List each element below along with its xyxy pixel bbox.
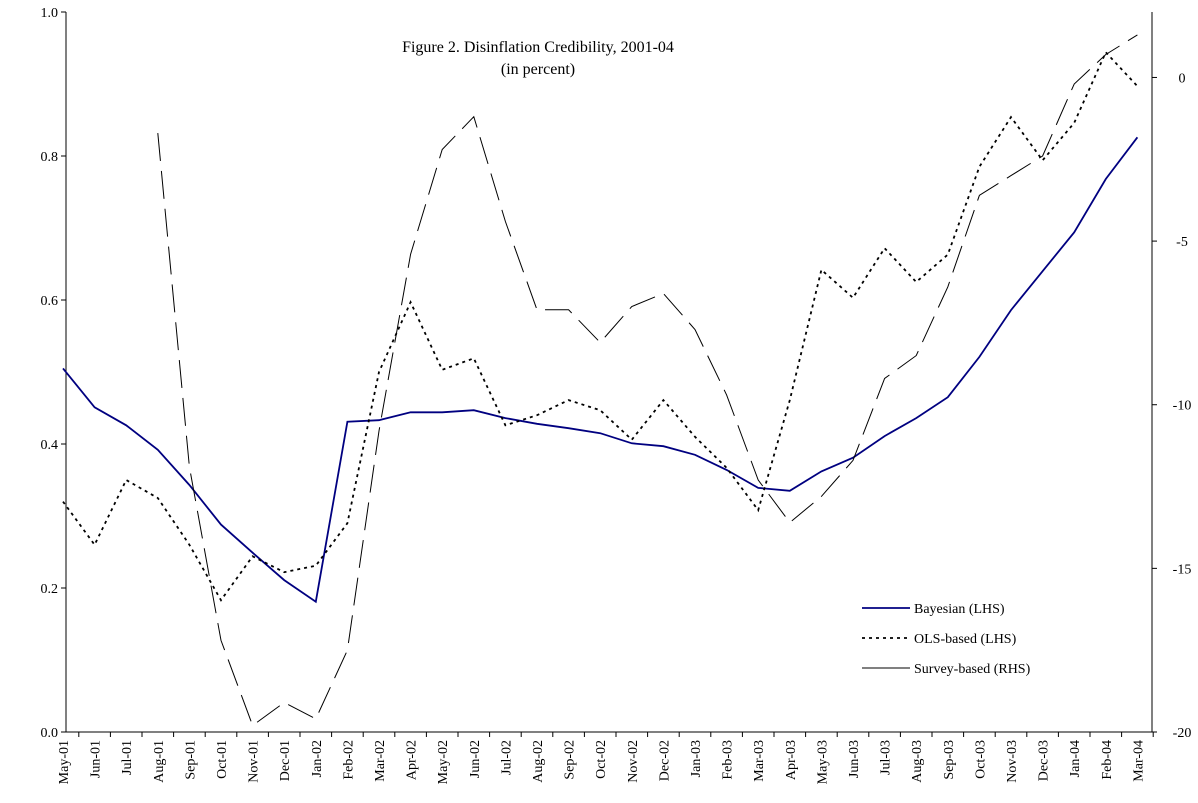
x-tick-label: Jan-03 [689,740,704,777]
y-tick-label: 0.0 [41,726,59,741]
x-tick-label: Apr-02 [405,740,420,780]
y2-tick-label: -20 [1173,726,1192,741]
x-tick-label: Sep-03 [942,740,957,780]
x-tick-label: Sep-01 [183,740,198,780]
x-tick-label: Aug-02 [531,740,546,783]
x-tick-label: Mar-02 [373,740,388,782]
x-tick-label: May-02 [436,740,451,784]
x-tick-label: Aug-03 [910,740,925,783]
y2-tick-label: -15 [1173,562,1192,577]
x-tick-label: May-01 [57,740,72,784]
x-tick-label: Jul-02 [499,740,514,775]
x-tick-label: Jan-04 [1068,740,1083,777]
y-tick-label: 0.4 [41,438,59,453]
x-tick-label: Feb-02 [341,740,356,780]
x-tick-label: Aug-01 [152,740,167,783]
x-tick-label: Feb-03 [721,740,736,780]
x-tick-label: Mar-04 [1131,740,1146,782]
chart-title: Figure 2. Disinflation Credibility, 2001… [402,39,674,56]
legend-label: Bayesian (LHS) [914,602,1005,617]
series-line [157,34,1138,727]
x-tick-label: Dec-02 [657,740,672,781]
x-tick-label: Nov-03 [1005,740,1020,783]
y-tick-label: 1.0 [41,6,59,21]
x-tick-label: Oct-01 [215,740,230,779]
x-tick-label: Oct-03 [973,740,988,779]
x-tick-label: Oct-02 [594,740,609,779]
y2-tick-label: -10 [1173,399,1192,414]
x-tick-label: Dec-03 [1037,740,1052,781]
x-tick-label: Dec-01 [278,740,293,781]
x-tick-label: Mar-03 [752,740,767,782]
x-tick-label: Jun-01 [89,740,104,778]
y2-tick-label: 0 [1179,71,1186,86]
series-line [62,50,1139,602]
y-tick-label: 0.6 [41,294,59,309]
legend-label: Survey-based (RHS) [914,662,1031,677]
series-line [62,136,1139,604]
x-tick-label: Jul-03 [879,740,894,775]
y-tick-label: 0.8 [41,150,59,165]
y-tick-label: 0.2 [41,582,59,597]
x-tick-label: Jan-02 [310,740,325,777]
x-tick-label: Nov-02 [626,740,641,783]
x-tick-label: Feb-04 [1100,740,1115,780]
x-tick-label: Nov-01 [247,740,262,783]
chart-subtitle: (in percent) [501,61,575,78]
x-tick-label: Apr-03 [784,740,799,780]
x-tick-label: Sep-02 [563,740,578,780]
x-tick-label: Jul-01 [120,740,135,775]
x-tick-label: Jun-03 [847,740,862,778]
legend-label: OLS-based (LHS) [914,632,1017,647]
x-tick-label: Jun-02 [468,740,483,778]
x-tick-label: May-03 [815,740,830,784]
y2-tick-label: -5 [1176,235,1188,250]
